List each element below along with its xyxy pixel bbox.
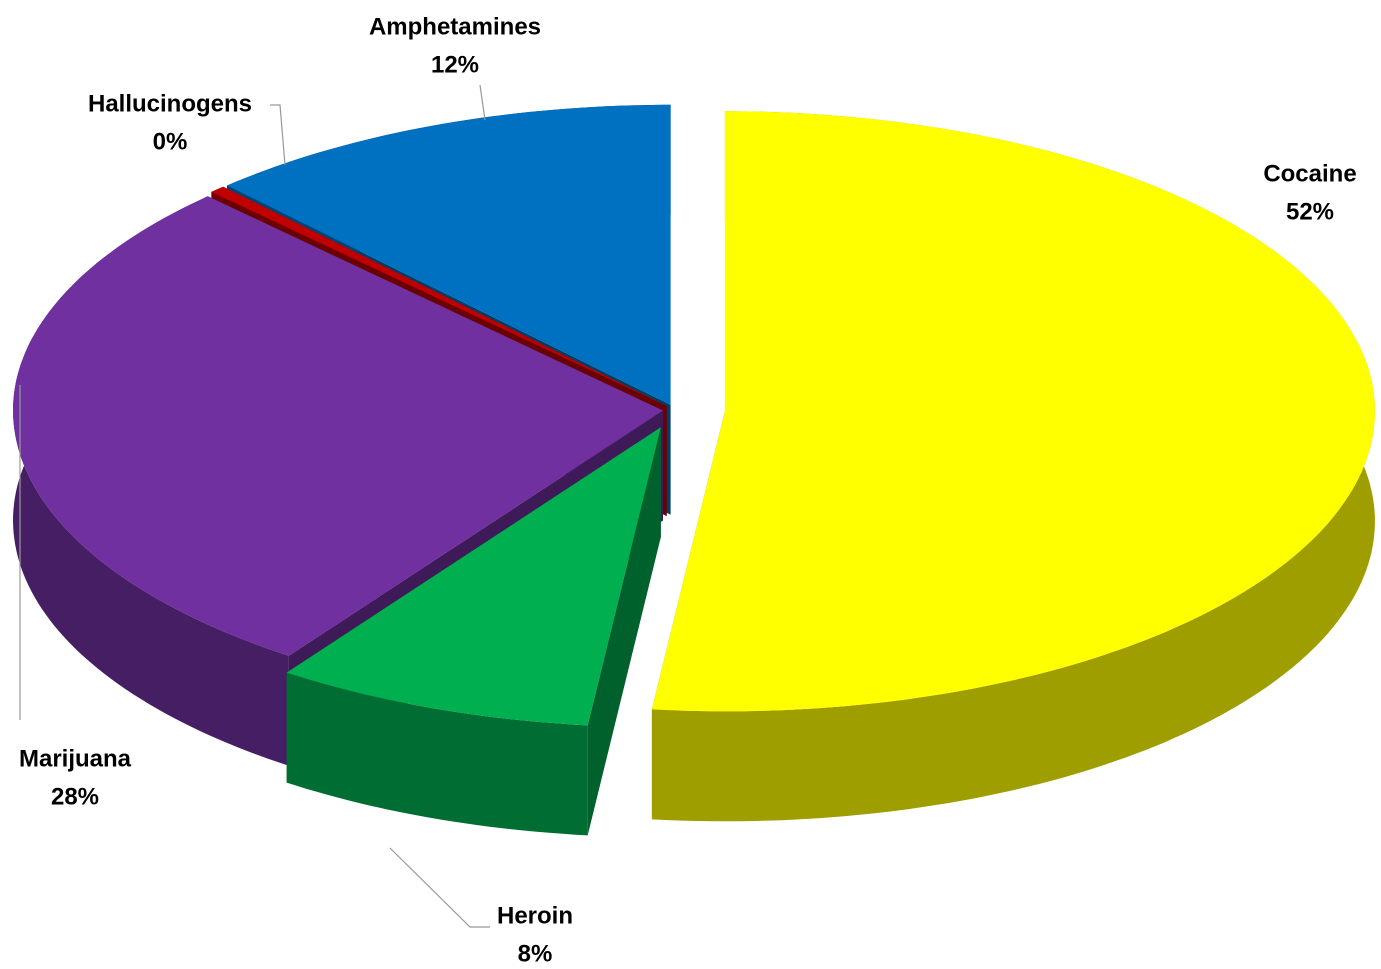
- slice-label: Amphetamines: [369, 13, 541, 40]
- slice-value-label: 0%: [153, 128, 188, 155]
- slice: [286, 427, 661, 726]
- slice-value-label: 52%: [1286, 198, 1334, 225]
- slice: [13, 196, 663, 656]
- slice-wall: [286, 672, 588, 836]
- leader-line: [389, 847, 490, 928]
- slice-label: Marijuana: [19, 745, 132, 772]
- leader-line: [479, 84, 486, 121]
- leader-line: [270, 104, 286, 166]
- labels: Cocaine 52% Heroin 8% Marijuana 28% Hallucinog…: [19, 13, 1357, 967]
- slice: [651, 111, 1375, 712]
- slice-value-label: 28%: [51, 783, 99, 810]
- slice-label: Heroin: [497, 902, 573, 929]
- slice: [227, 104, 671, 405]
- pie: [13, 104, 1375, 836]
- slice-value-label: 12%: [431, 51, 479, 78]
- slice-label: Cocaine: [1263, 160, 1356, 187]
- slice-label: Hallucinogens: [88, 90, 252, 117]
- slice-value-label: 8%: [518, 940, 553, 967]
- slice: [211, 186, 667, 406]
